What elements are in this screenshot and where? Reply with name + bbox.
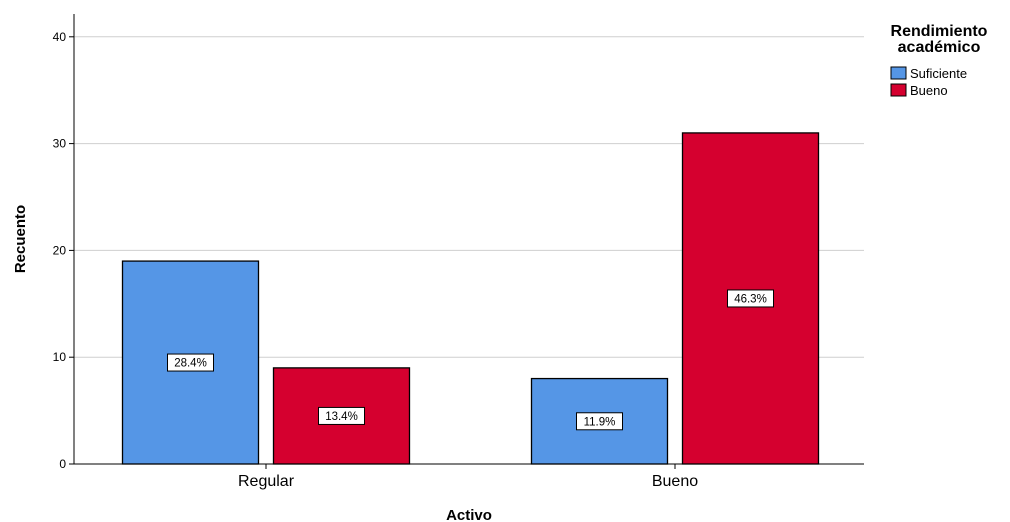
legend-swatch bbox=[890, 83, 907, 97]
data-label: 28.4% bbox=[174, 358, 207, 370]
x-axis-title: Activo bbox=[446, 507, 492, 522]
y-tick-label: 30 bbox=[53, 137, 67, 151]
data-label: 13.4% bbox=[325, 411, 358, 423]
x-tick-label: Regular bbox=[238, 473, 295, 490]
legend-label: Bueno bbox=[910, 83, 948, 98]
data-label-box bbox=[318, 406, 365, 425]
data-label: 11.9% bbox=[584, 416, 616, 428]
legend: Rendimiento académico Suficiente Bueno bbox=[890, 23, 988, 98]
y-tick-label: 40 bbox=[53, 30, 67, 44]
data-label-box bbox=[727, 289, 774, 308]
data-labels: 28.4% 13.4% 11.9% 46.3% bbox=[167, 289, 774, 431]
data-label-box bbox=[167, 353, 214, 372]
legend-items: Suficiente Bueno bbox=[890, 66, 967, 98]
data-label-box bbox=[576, 412, 623, 431]
legend-swatch bbox=[890, 66, 907, 80]
y-tick-label: 0 bbox=[59, 457, 66, 471]
legend-label: Suficiente bbox=[910, 66, 967, 81]
y-tick-label: 20 bbox=[53, 243, 67, 257]
legend-title-line-1: Rendimiento bbox=[891, 23, 988, 40]
x-tick-labels: Regular Bueno bbox=[238, 464, 698, 490]
legend-title-line-2: académico bbox=[898, 39, 981, 56]
y-tick-labels: 0 10 20 30 40 bbox=[53, 30, 67, 471]
data-label: 46.3% bbox=[734, 293, 767, 305]
x-tick-label: Bueno bbox=[652, 473, 698, 490]
y-tick-label: 10 bbox=[53, 350, 67, 364]
y-axis-title: Recuento bbox=[12, 205, 29, 273]
bars bbox=[121, 132, 820, 465]
